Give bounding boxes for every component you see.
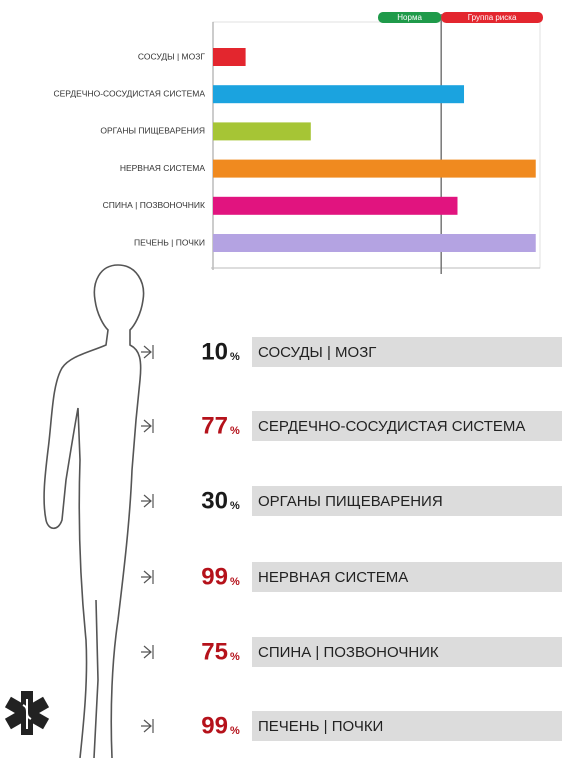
- list-label: ПЕЧЕНЬ | ПОЧКИ: [258, 718, 383, 735]
- percent-value: 99: [201, 712, 228, 739]
- arrow-icon: [141, 345, 153, 359]
- percent-unit: %: [230, 651, 240, 663]
- percent-unit: %: [230, 351, 240, 363]
- list-label: НЕРВНАЯ СИСТЕМА: [258, 569, 408, 586]
- category-label: ПЕЧЕНЬ | ПОЧКИ: [134, 237, 205, 247]
- plot-frame: [213, 22, 540, 268]
- legend-label: Группа риска: [468, 13, 517, 22]
- percent-unit: %: [230, 500, 240, 512]
- percent-unit: %: [230, 725, 240, 737]
- arrow-icon: [141, 570, 153, 584]
- percent-unit: %: [230, 425, 240, 437]
- category-label: НЕРВНАЯ СИСТЕМА: [120, 163, 206, 173]
- category-label: СОСУДЫ | МОЗГ: [138, 51, 205, 61]
- legend-label: Норма: [397, 13, 422, 22]
- category-label: СПИНА | ПОЗВОНОЧНИК: [103, 200, 205, 210]
- list-label: ОРГАНЫ ПИЩЕВАРЕНИЯ: [258, 493, 443, 510]
- human-figure: [44, 265, 143, 758]
- percent-value: 75: [201, 638, 228, 665]
- category-label: ОРГАНЫ ПИЩЕВАРЕНИЯ: [100, 126, 205, 136]
- category-label: СЕРДЕЧНО-СОСУДИСТАЯ СИСТЕМА: [53, 88, 205, 98]
- arrow-icon: [141, 494, 153, 508]
- infographic: Норма Группа риска СОСУДЫ | МОЗГ СЕРДЕЧНО-С…: [0, 0, 562, 758]
- star-of-life: [5, 691, 49, 735]
- list-label: СОСУДЫ | МОЗГ: [258, 344, 376, 361]
- bar: [213, 122, 311, 140]
- arrow-icon: [141, 719, 153, 733]
- percent-value: 77: [201, 412, 228, 439]
- arrow-icon: [141, 419, 153, 433]
- list-label: СПИНА | ПОЗВОНОЧНИК: [258, 644, 439, 661]
- arrow-icon: [141, 645, 153, 659]
- bar: [213, 160, 536, 178]
- list-label: СЕРДЕЧНО-СОСУДИСТАЯ СИСТЕМА: [258, 418, 525, 435]
- percent-value: 10: [201, 338, 228, 365]
- percent-value: 30: [201, 487, 228, 514]
- percent-value: 99: [201, 563, 228, 590]
- bar: [213, 85, 464, 103]
- bar: [213, 48, 246, 66]
- bar: [213, 234, 536, 252]
- percent-unit: %: [230, 576, 240, 588]
- bar: [213, 197, 458, 215]
